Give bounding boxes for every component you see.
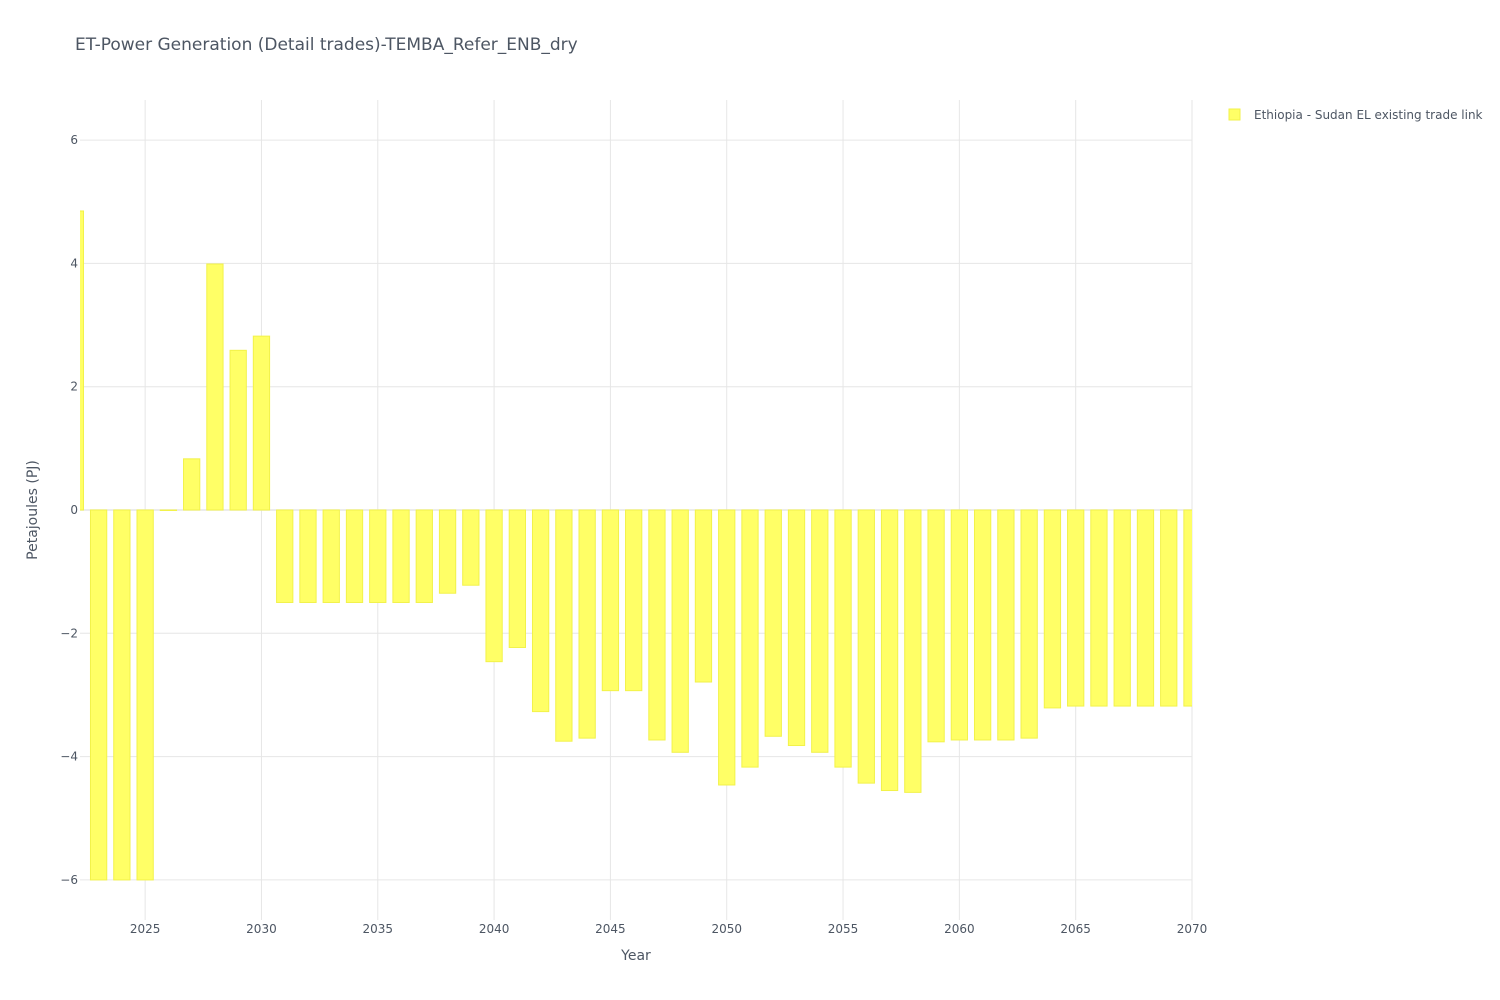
bar-2023[interactable] bbox=[89, 509, 108, 881]
bar-2062[interactable] bbox=[997, 509, 1015, 741]
bar-2041[interactable] bbox=[508, 509, 526, 648]
x-tick-label: 2040 bbox=[479, 922, 510, 936]
y-tick-label: 2 bbox=[70, 380, 78, 394]
bar-2040[interactable] bbox=[485, 509, 503, 663]
bar-2027[interactable] bbox=[183, 458, 201, 511]
y-axis-title: Petajoules (PJ) bbox=[25, 460, 41, 560]
bar-2066[interactable] bbox=[1090, 509, 1108, 707]
bar-2063[interactable] bbox=[1020, 509, 1038, 739]
bar-2064[interactable] bbox=[1043, 509, 1062, 709]
x-tick-label: 2060 bbox=[944, 922, 975, 936]
bar-2057[interactable] bbox=[880, 509, 899, 792]
bar-2034[interactable] bbox=[345, 509, 364, 603]
x-tick-label: 2045 bbox=[595, 922, 626, 936]
x-tick-label: 2025 bbox=[130, 922, 161, 936]
bar-2065[interactable] bbox=[1067, 509, 1085, 707]
bar-2033[interactable] bbox=[322, 509, 340, 603]
bar-2070[interactable] bbox=[1183, 509, 1200, 707]
bar-2052[interactable] bbox=[764, 509, 782, 737]
legend-label: Ethiopia - Sudan EL existing trade link bbox=[1254, 108, 1483, 122]
bar-2055[interactable] bbox=[834, 509, 852, 768]
bar-2069[interactable] bbox=[1160, 509, 1178, 707]
bar-2039[interactable] bbox=[462, 509, 480, 586]
bar-2031[interactable] bbox=[276, 509, 294, 603]
bar-2051[interactable] bbox=[741, 509, 759, 768]
y-tick-label: 6 bbox=[70, 133, 78, 147]
bar-2068[interactable] bbox=[1136, 509, 1155, 707]
bar-2029[interactable] bbox=[229, 349, 247, 511]
bar-2044[interactable] bbox=[578, 509, 596, 739]
bar-2045[interactable] bbox=[601, 509, 620, 692]
y-tick-label: 4 bbox=[70, 256, 78, 270]
legend-swatch bbox=[1228, 108, 1241, 121]
bar-2037[interactable] bbox=[415, 509, 433, 603]
bar-2059[interactable] bbox=[927, 509, 945, 743]
bar-2061[interactable] bbox=[973, 509, 992, 741]
y-tick-label: −4 bbox=[60, 750, 78, 764]
bar-2067[interactable] bbox=[1113, 509, 1131, 707]
y-axis-ticks: 6 4 2 0 −2 −4 −6 bbox=[60, 133, 78, 887]
bar-2053[interactable] bbox=[787, 509, 806, 747]
x-tick-label: 2035 bbox=[363, 922, 394, 936]
bar-2054[interactable] bbox=[811, 509, 829, 753]
bar-2025[interactable] bbox=[136, 509, 154, 881]
bar-2046[interactable] bbox=[625, 509, 643, 692]
bar-2022[interactable] bbox=[67, 210, 84, 511]
bar-2060[interactable] bbox=[950, 509, 969, 741]
bar-2048[interactable] bbox=[671, 509, 689, 753]
x-tick-label: 2030 bbox=[246, 922, 277, 936]
bar-2043[interactable] bbox=[555, 509, 573, 742]
x-tick-label: 2065 bbox=[1060, 922, 1091, 936]
y-tick-label: −6 bbox=[60, 873, 78, 887]
bar-series bbox=[67, 210, 1200, 881]
bar-2030[interactable] bbox=[252, 335, 271, 511]
x-tick-label: 2070 bbox=[1177, 922, 1208, 936]
y-tick-label: −2 bbox=[60, 626, 78, 640]
bar-2042[interactable] bbox=[531, 509, 550, 713]
x-tick-label: 2055 bbox=[828, 922, 859, 936]
bar-2028[interactable] bbox=[206, 263, 224, 511]
x-axis-ticks: 2025 2030 2035 2040 2045 2050 2055 2060 2065 2070 bbox=[130, 922, 1207, 936]
x-tick-label: 2050 bbox=[711, 922, 742, 936]
bar-2056[interactable] bbox=[857, 509, 875, 784]
y-tick-label: 0 bbox=[70, 503, 78, 517]
bar-2024[interactable] bbox=[113, 509, 131, 881]
x-axis-title: Year bbox=[620, 948, 651, 964]
bar-2058[interactable] bbox=[904, 509, 922, 793]
bar-2047[interactable] bbox=[648, 509, 666, 741]
legend[interactable]: Ethiopia - Sudan EL existing trade link bbox=[1228, 108, 1483, 122]
bar-2036[interactable] bbox=[392, 509, 410, 603]
bar-2035[interactable] bbox=[369, 509, 387, 603]
bar-2026[interactable] bbox=[159, 509, 178, 511]
bar-2050[interactable] bbox=[718, 509, 736, 786]
bar-2032[interactable] bbox=[299, 509, 317, 603]
chart-title: ET-Power Generation (Detail trades)-TEMB… bbox=[75, 35, 578, 55]
bar-2049[interactable] bbox=[694, 509, 713, 683]
bar-2038[interactable] bbox=[438, 509, 457, 594]
